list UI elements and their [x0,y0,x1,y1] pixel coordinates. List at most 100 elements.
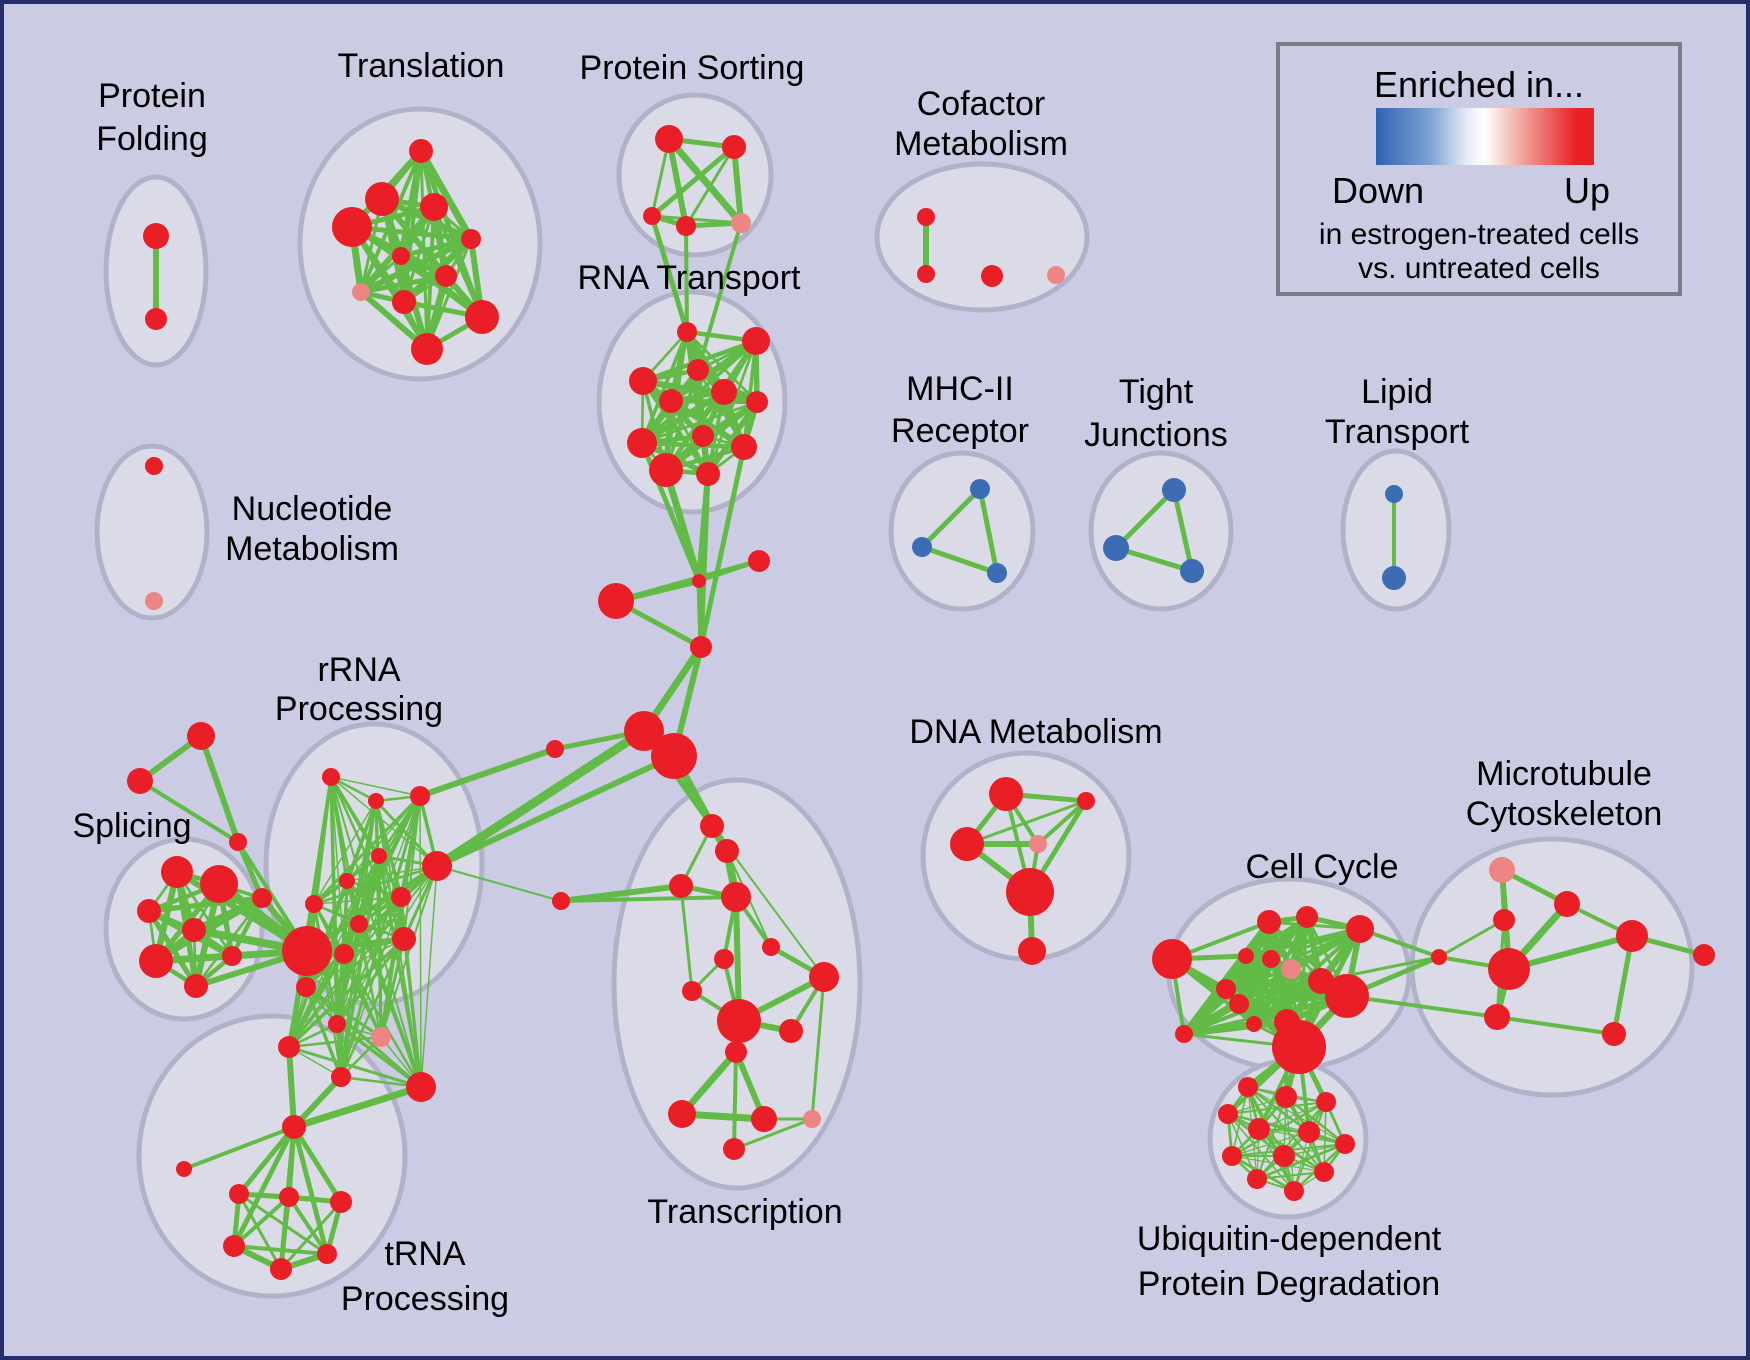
transcription-node [762,938,780,956]
rrna-processing-node [422,851,452,881]
edge [1230,1100,1328,1158]
transcription-node [715,839,739,863]
edge [336,865,438,1025]
dna-metabolism-node [1077,792,1095,810]
splicing-node [184,974,208,998]
cell-cycle-node [1229,994,1249,1014]
rrna-processing-node [296,977,316,997]
trna-processing-node [330,1191,352,1213]
edge [358,273,449,295]
edge [732,1117,814,1151]
transcription-node [700,814,724,838]
lipid-transport-label: Lipid [1361,373,1433,411]
edge [288,865,438,1048]
edge [231,1124,297,1249]
dna-metabolism-node [950,827,984,861]
edge [175,870,234,958]
translation-node [352,283,370,301]
microtubule-cytoskeleton-node [1431,949,1447,965]
ubiquitin-degradation-node [1298,1121,1320,1143]
edge [684,145,736,228]
translation-node [365,182,399,216]
legend-title: Enriched in... [1373,64,1585,105]
rrna-processing-node [371,1027,391,1047]
splicing-node [137,899,161,923]
cofactor-metabolism-ellipse [874,161,1090,313]
edge [291,1124,330,1257]
edge [1256,1101,1327,1180]
dna-metabolism-label: DNA Metabolism [909,713,1162,751]
rna-transport-node [746,391,768,413]
edge [346,865,438,882]
edge [313,800,377,905]
rna-transport-node [742,327,770,355]
transcription-label: Transcription [647,1193,842,1231]
rrna-processing-label: Processing [275,690,443,728]
nodes-layer [127,125,1715,1280]
legend-subtitle-line1: in estrogen-treated cells [1318,218,1640,251]
edge [290,1083,425,1131]
hub-node [598,583,634,619]
ubiquitin-degradation-node [1222,1146,1242,1166]
tight-junctions-node [1180,559,1204,583]
edge [919,486,983,550]
lipid-transport-node [1382,566,1406,590]
protein-sorting-node [643,207,661,225]
microtubule-cytoskeleton-node [1554,891,1580,917]
edge [335,922,361,1026]
edge [640,400,759,445]
trna-processing-node [317,1244,337,1264]
cofactor-metabolism-node [917,208,935,226]
edge [312,864,439,906]
edge [559,895,738,903]
ubiquitin-degradation-node [1218,1104,1238,1124]
mhc2-receptor-node [912,537,932,557]
microtubule-cytoskeleton-node [1493,909,1515,931]
transcription-node [721,882,751,912]
rna-transport-label: RNA Transport [578,259,802,297]
protein-sorting-ellipse [616,92,774,258]
transcription-node [725,1041,747,1063]
edge [287,1035,383,1049]
edge [810,975,826,1121]
edge [977,486,1000,576]
rrna-processing-node [334,944,354,964]
nucleotide-metabolism-ellipse [94,443,210,621]
edge [558,883,684,904]
hub-node [546,740,564,758]
translation-node [409,139,433,163]
cofactor-metabolism-label: Cofactor [917,85,1046,123]
trna-processing-node [229,1184,249,1204]
edge [1243,926,1363,959]
translation-node [332,207,372,247]
cell-cycle-node [1272,1020,1326,1074]
edge [432,205,484,319]
edge [335,937,406,1026]
translation-node [420,193,448,221]
nucleotide-metabolism-label: Metabolism [225,530,399,568]
cell-cycle-node [1246,1016,1262,1032]
rna-transport-node [627,428,657,458]
ubiquitin-degradation-node [1316,1092,1336,1112]
edge [287,937,406,1049]
rna-transport-node [677,322,697,342]
mhc2-receptor-ellipse [888,450,1036,612]
microtubule-cytoskeleton-label: Cytoskeleton [1466,795,1663,833]
network-canvas: Protein Folding Translation Protein Sorting… [72,47,1715,1318]
rrna-processing-node [371,848,387,864]
edge [1181,1001,1242,1037]
translation-node [392,247,410,265]
edge [340,923,360,1078]
hub-node [651,733,697,779]
cofactor-metabolism-node [981,265,1003,287]
splicing-node [139,944,173,978]
edge [1437,918,1506,959]
ubiquitin-degradation-node [1335,1134,1355,1154]
edge [666,136,689,229]
edge [377,854,383,1039]
rrna-processing-node [368,793,384,809]
tight-junctions-node [1162,478,1186,502]
ubiquitin-degradation-node [1247,1169,1267,1189]
protein-folding-node [145,308,167,330]
rna-transport-node [649,453,683,487]
